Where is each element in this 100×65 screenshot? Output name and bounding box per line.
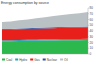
area: [2, 27, 88, 40]
area: [2, 40, 88, 54]
title: Energy consumption by source: [1, 1, 49, 5]
area: [2, 12, 88, 29]
legend-label: Oil: [64, 58, 68, 62]
legend-swatch: [60, 59, 63, 61]
y-tick-label: 30: [90, 35, 94, 39]
y-tick-label: 10: [90, 46, 94, 50]
chart-svg: Energy consumption by source 0 1020 30 40 506…: [0, 0, 100, 65]
chart-container: Energy consumption by source 0 1020 30 40 506…: [0, 0, 100, 65]
y-tick-label: 80: [90, 6, 94, 10]
legend-swatch: [15, 59, 18, 61]
legend-label: Coal: [6, 58, 13, 62]
y-tick-label: 70: [90, 12, 94, 16]
legend-swatch: [43, 59, 46, 61]
legend-swatch: [30, 59, 33, 61]
plot-area: [2, 12, 88, 54]
y-tick-label: 40: [90, 29, 94, 33]
y-axis: [88, 8, 89, 54]
legend-label: Hydro: [19, 58, 27, 62]
legend-swatch: [2, 59, 5, 61]
legend-label: Nuclear: [47, 58, 57, 62]
legend-label: Gas: [34, 58, 40, 62]
x-axis: [2, 54, 88, 55]
y-tick-label: 60: [90, 18, 94, 22]
y-tick-label: 20: [90, 41, 94, 45]
y-tick-label: 50: [90, 23, 94, 27]
y-tick-label: 0: [90, 52, 92, 56]
